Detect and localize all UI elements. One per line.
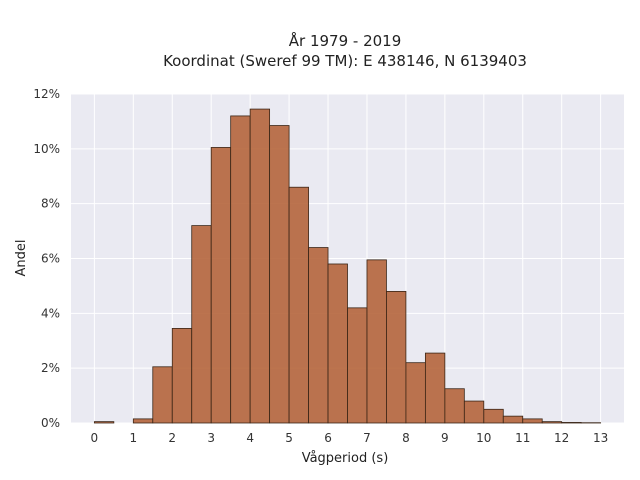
histogram-bar [230, 115, 251, 424]
histogram-bar [463, 400, 485, 424]
bars-group [93, 108, 602, 424]
histogram-bar [308, 247, 329, 424]
y-tick-label: 4% [41, 306, 60, 320]
histogram-bar [483, 408, 504, 424]
x-tick-label: 3 [207, 431, 215, 445]
histogram-bar [171, 328, 193, 424]
x-tick-label: 9 [441, 431, 449, 445]
histogram-bar [210, 147, 232, 424]
y-axis-ticks: 0% 2% 4% 6% 8% 10% 12% [33, 87, 60, 430]
x-tick-label: 2 [168, 431, 176, 445]
histogram-bar [191, 225, 212, 424]
y-tick-label: 8% [41, 197, 60, 211]
chart-title-line-2: Koordinat (Sweref 99 TM): E 438146, N 61… [163, 52, 527, 70]
histogram-bar [522, 418, 543, 424]
x-tick-label: 10 [476, 431, 491, 445]
histogram-bar [405, 362, 426, 424]
histogram-bar [249, 108, 271, 424]
histogram-bar [386, 290, 407, 424]
histogram-bar [347, 307, 368, 424]
histogram-bar [269, 125, 290, 424]
y-tick-label: 0% [41, 416, 60, 430]
x-tick-label: 0 [91, 431, 99, 445]
y-tick-label: 12% [33, 87, 60, 101]
x-tick-label: 8 [402, 431, 410, 445]
histogram-bar [541, 421, 563, 424]
x-tick-label: 4 [246, 431, 254, 445]
histogram-bar [502, 415, 524, 424]
y-tick-label: 2% [41, 361, 60, 375]
y-tick-label: 10% [33, 142, 60, 156]
x-tick-label: 11 [515, 431, 530, 445]
x-tick-label: 6 [324, 431, 332, 445]
histogram-bar [366, 259, 387, 424]
x-tick-label: 7 [363, 431, 371, 445]
histogram-bar [444, 388, 465, 424]
histogram-bar [288, 186, 309, 424]
x-axis-label: Vågperiod (s) [302, 451, 389, 466]
histogram-bar [561, 422, 582, 424]
x-tick-label: 12 [554, 431, 569, 445]
x-axis-ticks: 0 1 2 3 4 5 6 7 8 9 10 11 12 13 [91, 431, 609, 445]
histogram-bar [327, 263, 348, 424]
x-tick-label: 5 [285, 431, 293, 445]
histogram-bar [132, 418, 154, 424]
x-tick-label: 1 [129, 431, 137, 445]
histogram-bar [93, 421, 115, 424]
histogram-bar [152, 366, 173, 424]
chart-title-line-1: År 1979 - 2019 [289, 31, 402, 50]
y-tick-label: 6% [41, 252, 60, 266]
histogram-bar [424, 352, 446, 424]
x-tick-label: 13 [593, 431, 608, 445]
y-axis-label: Andel [14, 240, 29, 277]
